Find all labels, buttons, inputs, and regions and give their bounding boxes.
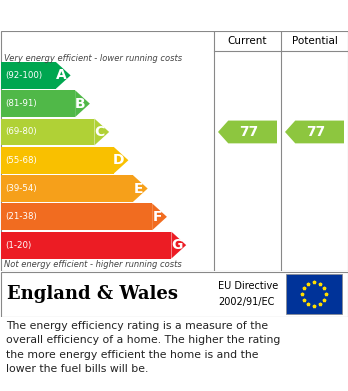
- Bar: [1, 232, 172, 258]
- Text: England & Wales: England & Wales: [7, 285, 178, 303]
- Text: Energy Efficiency Rating: Energy Efficiency Rating: [8, 8, 229, 23]
- Text: F: F: [152, 210, 162, 224]
- Text: (21-38): (21-38): [5, 212, 37, 221]
- Polygon shape: [75, 90, 90, 117]
- Text: B: B: [75, 97, 86, 111]
- Text: Potential: Potential: [292, 36, 338, 46]
- Text: 77: 77: [306, 125, 326, 139]
- Bar: [1, 175, 133, 202]
- Text: D: D: [113, 153, 125, 167]
- Text: (55-68): (55-68): [5, 156, 37, 165]
- Text: EU Directive: EU Directive: [218, 281, 278, 291]
- Text: (39-54): (39-54): [5, 184, 37, 193]
- Polygon shape: [218, 120, 277, 143]
- Text: G: G: [171, 238, 182, 252]
- Text: E: E: [133, 181, 143, 196]
- Text: (92-100): (92-100): [5, 71, 42, 80]
- Text: 77: 77: [239, 125, 259, 139]
- Text: (81-91): (81-91): [5, 99, 37, 108]
- Polygon shape: [133, 175, 148, 202]
- Text: (69-80): (69-80): [5, 127, 37, 136]
- Bar: [286, 274, 342, 314]
- Bar: [1, 90, 75, 117]
- Text: Current: Current: [228, 36, 267, 46]
- Text: A: A: [56, 68, 66, 83]
- Text: Very energy efficient - lower running costs: Very energy efficient - lower running co…: [4, 54, 182, 63]
- Polygon shape: [152, 203, 167, 230]
- Text: 2002/91/EC: 2002/91/EC: [218, 297, 274, 307]
- Text: C: C: [94, 125, 105, 139]
- Bar: [1, 203, 152, 230]
- Polygon shape: [172, 232, 186, 258]
- Text: The energy efficiency rating is a measure of the
overall efficiency of a home. T: The energy efficiency rating is a measur…: [6, 321, 280, 374]
- Text: (1-20): (1-20): [5, 240, 31, 249]
- Polygon shape: [114, 147, 128, 174]
- Polygon shape: [56, 62, 71, 89]
- Bar: [1, 118, 94, 145]
- Bar: [1, 62, 56, 89]
- Polygon shape: [94, 118, 109, 145]
- Bar: [1, 147, 114, 174]
- Polygon shape: [285, 120, 344, 143]
- Text: Not energy efficient - higher running costs: Not energy efficient - higher running co…: [4, 260, 182, 269]
